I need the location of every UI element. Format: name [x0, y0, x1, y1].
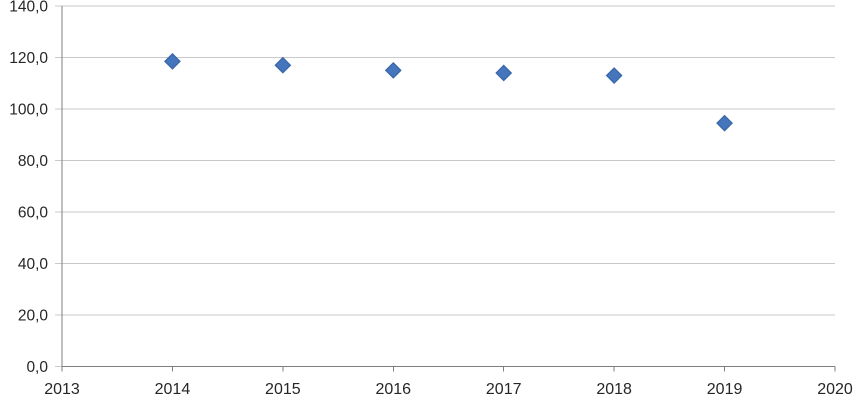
x-tick-label: 2017 — [486, 381, 522, 398]
y-axis-tick-labels: 0,0 20,0 40,0 60,0 80,0 100,0 120,0 140,0 — [9, 0, 48, 376]
data-point-marker — [495, 64, 513, 82]
x-axis-ticks — [61, 366, 836, 372]
x-tick-label: 2013 — [44, 381, 80, 398]
y-tick-label: 20,0 — [18, 308, 49, 325]
x-tick-label: 2020 — [817, 381, 853, 398]
y-tick-label: 140,0 — [9, 0, 48, 16]
data-point-markers — [164, 52, 733, 132]
y-tick-label: 0,0 — [26, 359, 48, 376]
y-tick-label: 120,0 — [9, 50, 48, 67]
x-tick-label: 2015 — [265, 381, 301, 398]
data-point-marker — [164, 52, 181, 70]
y-tick-label: 40,0 — [18, 256, 49, 273]
data-point-marker — [716, 114, 733, 132]
x-tick-label: 2014 — [155, 381, 191, 398]
x-axis-tick-labels: 2013 2014 2015 2016 2017 2018 2019 2020 — [44, 381, 853, 398]
gridlines — [55, 5, 835, 367]
axes — [61, 6, 835, 367]
data-point-marker — [605, 67, 623, 84]
y-tick-label: 60,0 — [18, 205, 49, 222]
x-tick-label: 2016 — [375, 381, 411, 398]
data-point-marker — [274, 56, 292, 74]
y-tick-label: 100,0 — [9, 102, 48, 119]
x-tick-label: 2019 — [707, 381, 743, 398]
data-point-marker — [384, 61, 402, 79]
y-tick-label: 80,0 — [18, 153, 49, 170]
x-tick-label: 2018 — [596, 381, 632, 398]
